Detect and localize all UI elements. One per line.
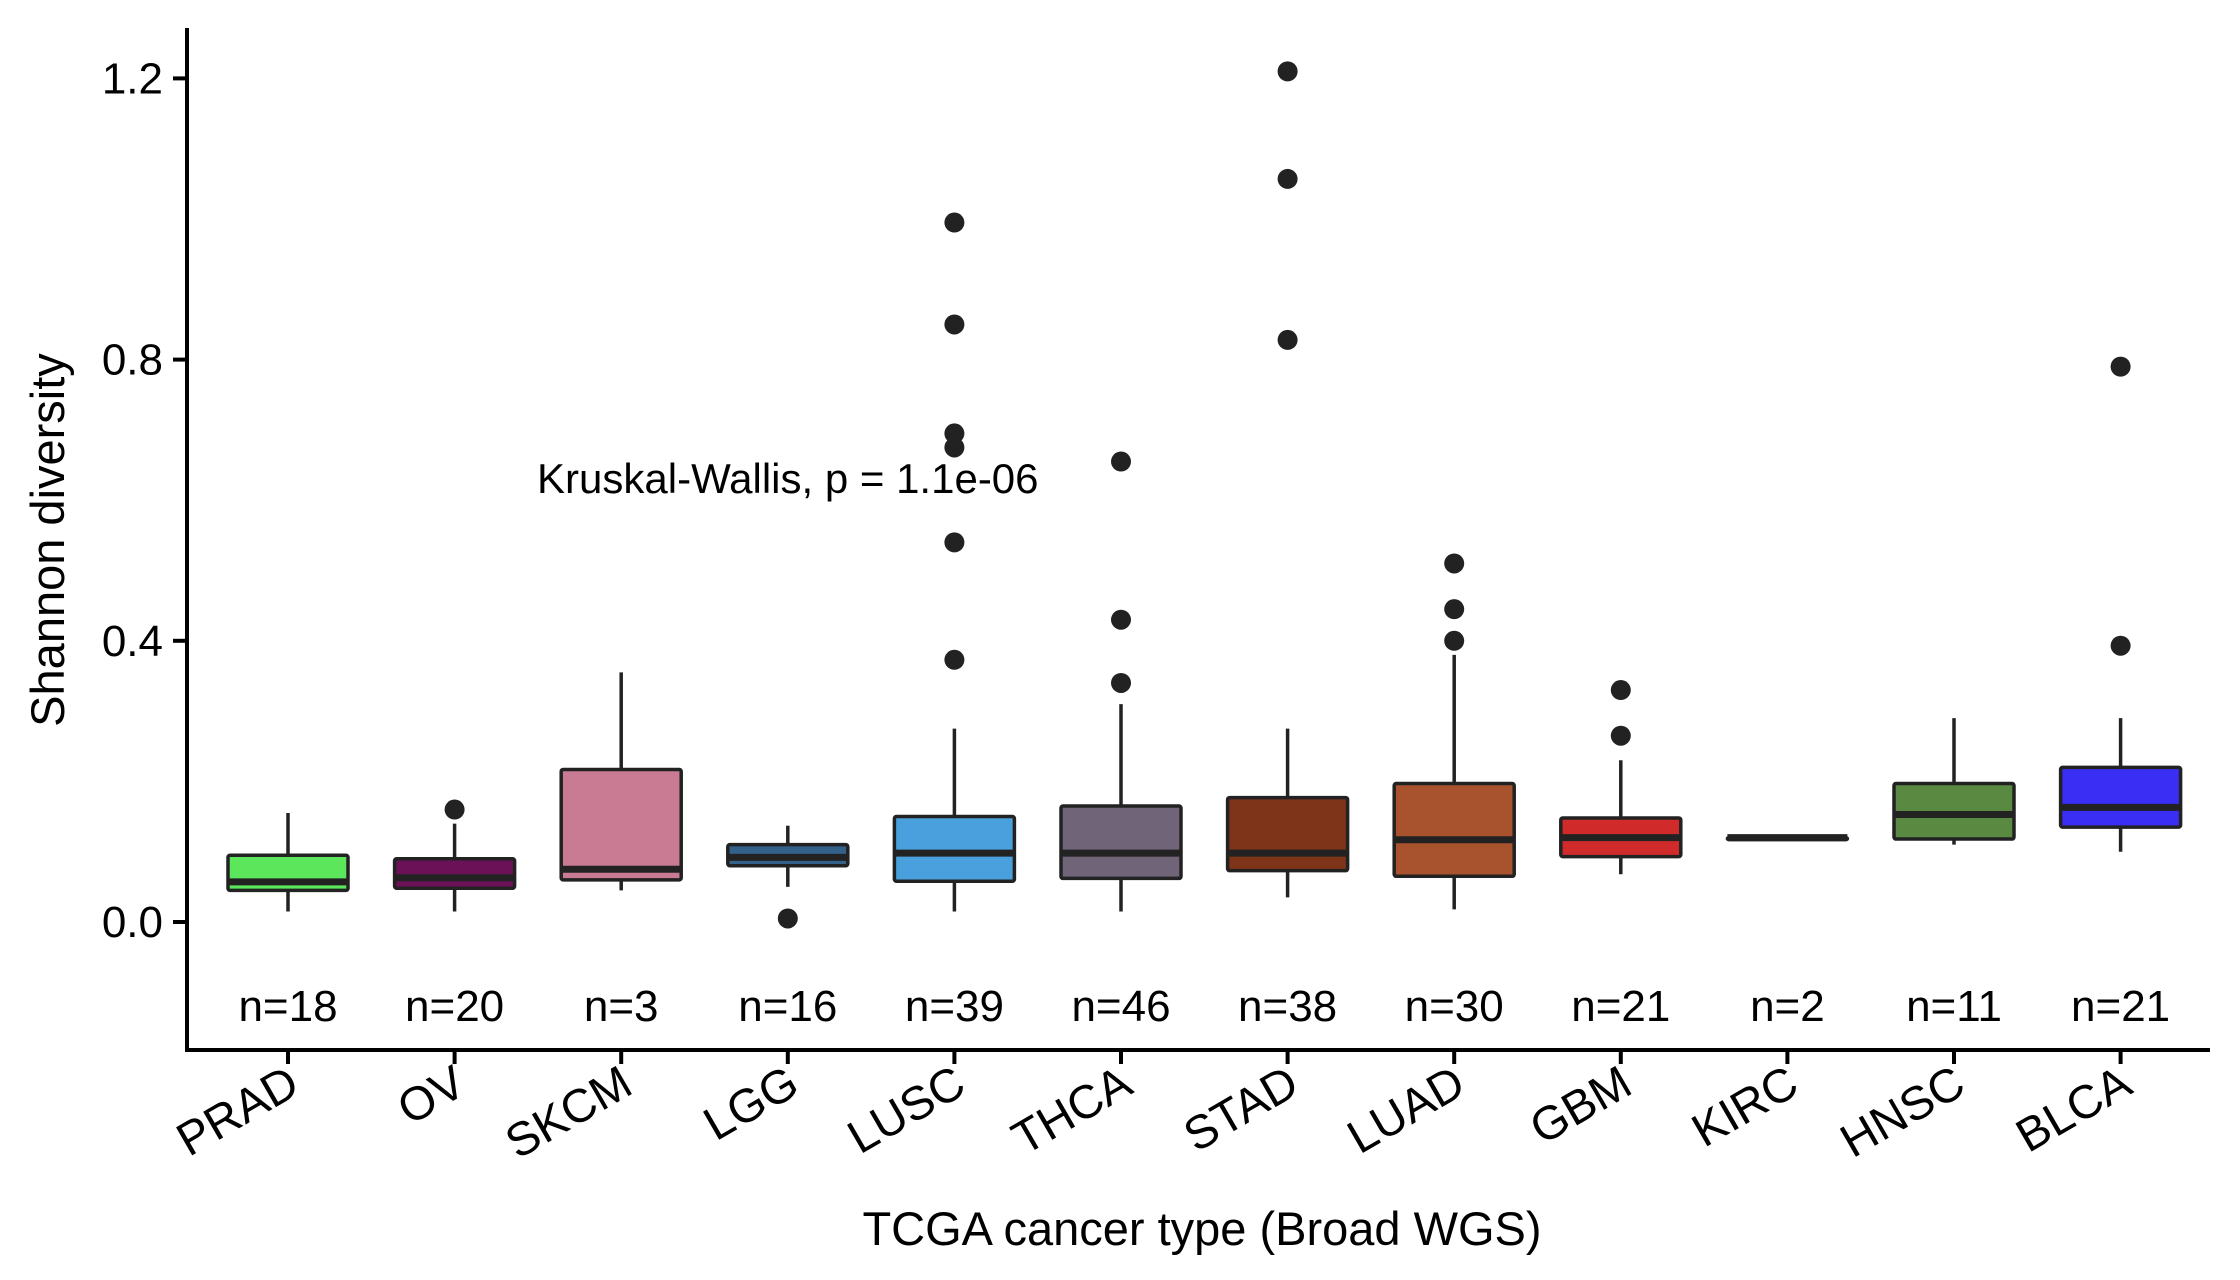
- x-tick-label-lusc: LUSC: [838, 1055, 973, 1164]
- outlier-stad-1: [1277, 168, 1298, 189]
- n-label-kirc: n=2: [1750, 982, 1825, 1031]
- y-tick-label-3: 1.2: [102, 54, 163, 103]
- outlier-lusc-2: [944, 437, 965, 458]
- outlier-lusc-0: [944, 649, 965, 670]
- outlier-lusc-3: [944, 423, 965, 444]
- x-tick-label-gbm: GBM: [1521, 1055, 1640, 1154]
- box-skcm: [559, 767, 683, 882]
- n-label-stad: n=38: [1238, 982, 1337, 1031]
- box-stad: [1225, 795, 1350, 873]
- y-ticks: 0.0 0.4 0.8 1.2: [102, 54, 187, 947]
- box-luad: [1392, 781, 1516, 879]
- box-blca: [2058, 765, 2183, 829]
- n-label-thca: n=46: [1071, 982, 1170, 1031]
- x-tick-label-stad: STAD: [1175, 1055, 1307, 1162]
- n-label-gbm: n=21: [1571, 982, 1670, 1031]
- n-labels: n=18 n=20 n=3 n=16 n=39 n=46 n=38 n=30 n=21 n=2 n=…: [238, 982, 2170, 1031]
- outlier-ov-0: [444, 799, 465, 820]
- outlier-luad-2: [1444, 553, 1465, 574]
- box-thca: [1059, 804, 1183, 881]
- x-tick-label-ov: OV: [388, 1054, 474, 1134]
- x-tick-label-kirc: KIRC: [1683, 1055, 1807, 1157]
- y-axis-title: Shannon diversity: [21, 353, 74, 727]
- x-ticks: PRAD OV SKCM LGG LUSC THCA STAD LUAD GBM KIRC HNSC…: [167, 1050, 2140, 1169]
- x-tick-label-luad: LUAD: [1338, 1055, 1473, 1164]
- outlier-blca-0: [2110, 635, 2131, 656]
- x-tick-label-skcm: SKCM: [496, 1055, 640, 1169]
- y-tick-label-1: 0.4: [102, 617, 163, 666]
- axes-layer: [185, 28, 2210, 1052]
- kruskal-wallis-annotation: Kruskal-Wallis, p = 1.1e-06: [537, 455, 1038, 502]
- outlier-luad-1: [1444, 599, 1465, 620]
- outlier-luad-0: [1444, 630, 1465, 651]
- n-label-blca: n=21: [2071, 982, 2170, 1031]
- x-tick-label-blca: BLCA: [2007, 1054, 2140, 1162]
- n-label-lgg: n=16: [738, 982, 837, 1031]
- n-label-lusc: n=39: [905, 982, 1004, 1031]
- y-tick-label-2: 0.8: [102, 336, 163, 385]
- box-lusc: [892, 814, 1017, 883]
- outlier-stad-2: [1277, 61, 1298, 82]
- box-ov: [392, 856, 517, 891]
- x-tick-label-lgg: LGG: [694, 1055, 806, 1151]
- n-label-hnsc: n=11: [1906, 982, 2002, 1031]
- x-tick-label-prad: PRAD: [167, 1055, 307, 1166]
- outlier-stad-0: [1277, 329, 1298, 350]
- boxes-layer: [226, 61, 2183, 929]
- outlier-blca-1: [2110, 356, 2131, 377]
- y-tick-label-0: 0.0: [102, 898, 163, 947]
- outlier-thca-1: [1111, 609, 1131, 630]
- outlier-gbm-0: [1610, 725, 1631, 746]
- n-label-luad: n=30: [1405, 982, 1504, 1031]
- n-label-prad: n=18: [238, 982, 337, 1031]
- x-tick-label-thca: THCA: [1003, 1054, 1141, 1164]
- outlier-gbm-1: [1610, 680, 1631, 701]
- x-axis-title: TCGA cancer type (Broad WGS): [862, 1202, 1541, 1255]
- x-tick-label-hnsc: HNSC: [1831, 1055, 1973, 1167]
- outlier-lusc-1: [944, 532, 965, 553]
- outlier-lusc-4: [944, 314, 965, 335]
- outlier-lgg-0: [777, 908, 798, 929]
- outlier-thca-2: [1111, 451, 1131, 472]
- outlier-lusc-5: [944, 212, 965, 233]
- n-label-ov: n=20: [405, 982, 504, 1031]
- outlier-thca-0: [1111, 672, 1131, 693]
- n-label-skcm: n=3: [584, 982, 659, 1031]
